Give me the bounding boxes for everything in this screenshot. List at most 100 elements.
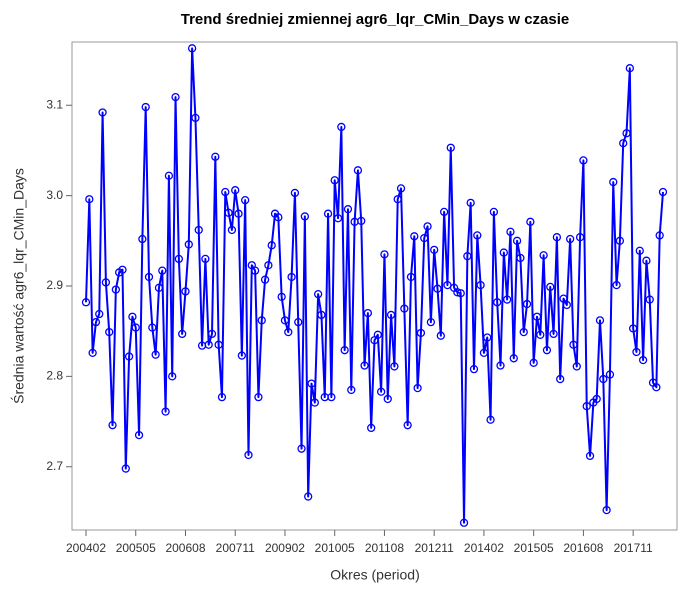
data-point bbox=[658, 187, 668, 197]
data-point bbox=[612, 280, 621, 290]
data-point bbox=[486, 415, 495, 424]
data-point bbox=[519, 327, 528, 337]
data-point bbox=[274, 213, 283, 222]
data-point bbox=[227, 225, 237, 235]
data-point bbox=[536, 330, 545, 339]
data-point bbox=[300, 212, 310, 221]
data-point bbox=[237, 351, 247, 360]
data-point bbox=[98, 108, 107, 117]
data-point bbox=[294, 317, 303, 327]
data-point bbox=[493, 298, 502, 307]
data-point bbox=[154, 283, 164, 292]
data-point bbox=[410, 232, 419, 241]
data-line bbox=[85, 47, 664, 524]
data-point bbox=[582, 402, 591, 411]
data-point bbox=[565, 234, 575, 244]
data-point bbox=[323, 209, 333, 218]
x-tick-label: 200402 bbox=[66, 541, 106, 555]
y-tick-label: 2.9 bbox=[46, 278, 63, 292]
data-point bbox=[506, 227, 515, 236]
data-point bbox=[327, 393, 336, 402]
data-point bbox=[489, 207, 499, 217]
data-point bbox=[625, 64, 634, 73]
data-point bbox=[158, 266, 167, 275]
data-point bbox=[204, 340, 213, 349]
data-point bbox=[111, 285, 120, 294]
data-point bbox=[310, 398, 319, 407]
data-point bbox=[622, 129, 631, 138]
data-point bbox=[446, 143, 455, 152]
data-point bbox=[433, 284, 442, 293]
data-point bbox=[645, 295, 654, 304]
x-tick-label: 200608 bbox=[165, 541, 205, 555]
data-point bbox=[592, 394, 601, 404]
data-point bbox=[250, 266, 260, 275]
data-point bbox=[380, 250, 389, 259]
data-point bbox=[211, 152, 220, 161]
data-point bbox=[118, 265, 127, 274]
data-point bbox=[619, 139, 628, 148]
x-axis-title: Okres (period) bbox=[330, 567, 419, 583]
data-point bbox=[244, 450, 253, 460]
x-tick-label: 201711 bbox=[614, 541, 653, 555]
data-point bbox=[277, 292, 286, 301]
data-point bbox=[105, 327, 114, 337]
data-point bbox=[191, 113, 200, 123]
data-point bbox=[187, 44, 197, 53]
data-point bbox=[224, 208, 233, 217]
data-point bbox=[95, 309, 104, 319]
data-point bbox=[526, 217, 535, 226]
data-point bbox=[595, 316, 605, 325]
data-point bbox=[423, 222, 432, 231]
data-point bbox=[178, 329, 187, 339]
data-point bbox=[214, 340, 223, 349]
data-point bbox=[512, 236, 522, 245]
data-point bbox=[171, 92, 180, 102]
data-point bbox=[453, 288, 462, 297]
data-point bbox=[499, 248, 508, 257]
data-point bbox=[635, 246, 644, 255]
x-tick-label: 200711 bbox=[216, 541, 255, 555]
data-point bbox=[161, 407, 170, 416]
data-point bbox=[479, 348, 489, 358]
data-point bbox=[174, 254, 184, 264]
data-point bbox=[91, 317, 101, 327]
data-point bbox=[207, 329, 217, 339]
data-point bbox=[615, 236, 625, 245]
data-point bbox=[579, 156, 588, 165]
data-point bbox=[290, 188, 300, 198]
data-point bbox=[221, 187, 230, 197]
data-point bbox=[108, 421, 117, 430]
data-point bbox=[363, 308, 373, 318]
data-point bbox=[383, 394, 392, 404]
data-point bbox=[456, 289, 465, 298]
data-point bbox=[280, 316, 290, 325]
data-point bbox=[386, 310, 396, 320]
x-tick-label: 201505 bbox=[514, 541, 554, 555]
data-point bbox=[260, 275, 270, 284]
data-point bbox=[396, 184, 406, 193]
data-point bbox=[403, 421, 412, 430]
data-point bbox=[134, 430, 144, 440]
data-point bbox=[629, 324, 638, 333]
data-point bbox=[430, 245, 439, 255]
data-point bbox=[234, 209, 243, 218]
data-point bbox=[502, 295, 512, 304]
data-point bbox=[201, 254, 210, 264]
data-point bbox=[605, 370, 615, 379]
data-point bbox=[572, 362, 581, 371]
data-point bbox=[184, 240, 193, 249]
data-point bbox=[373, 330, 382, 339]
data-point bbox=[148, 323, 157, 332]
data-point bbox=[556, 374, 565, 384]
data-point bbox=[466, 198, 475, 208]
data-point bbox=[532, 312, 542, 321]
data-point bbox=[522, 299, 532, 309]
data-point bbox=[529, 358, 538, 367]
data-point bbox=[436, 331, 445, 340]
data-point bbox=[181, 287, 190, 296]
data-point bbox=[333, 214, 343, 223]
x-tick-label: 201402 bbox=[464, 541, 504, 555]
data-point bbox=[144, 272, 154, 282]
